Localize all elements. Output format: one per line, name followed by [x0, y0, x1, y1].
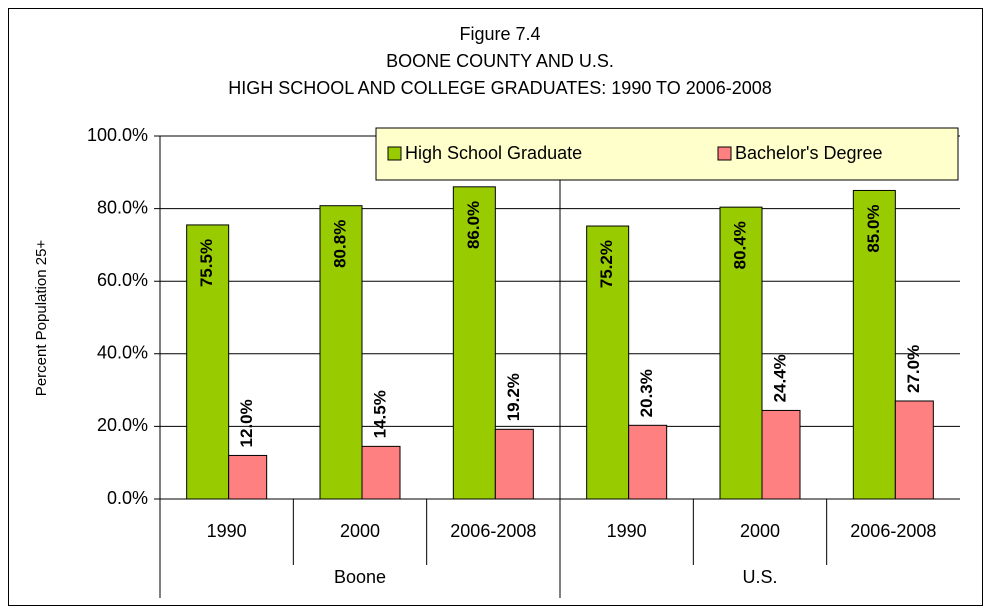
y-axis-label: Percent Population 25+	[33, 240, 50, 397]
data-label: 20.3%	[637, 369, 656, 417]
legend-swatch	[717, 146, 732, 161]
x-tick-label: 2006-2008	[450, 521, 536, 541]
bar	[719, 206, 763, 500]
bar	[894, 400, 934, 500]
data-label: 75.2%	[597, 240, 616, 288]
bar	[452, 186, 496, 500]
data-label: 24.4%	[770, 354, 789, 402]
x-tick-label: 2006-2008	[850, 521, 936, 541]
data-label: 80.4%	[730, 221, 749, 269]
x-tick-label: 1990	[207, 521, 247, 541]
legend-box	[375, 127, 959, 181]
chart-title: Figure 7.4	[459, 24, 540, 44]
group-label: U.S.	[742, 567, 777, 587]
data-label: 14.5%	[370, 390, 389, 438]
bar	[228, 454, 268, 500]
chart-title: BOONE COUNTY AND U.S.	[386, 51, 614, 71]
data-label: 85.0%	[864, 204, 883, 252]
bar	[319, 205, 363, 500]
legend-label: High School Graduate	[405, 143, 582, 163]
data-label: 12.0%	[237, 399, 256, 447]
y-tick-label: 20.0%	[97, 415, 148, 435]
data-label: 80.8%	[330, 220, 349, 268]
x-tick-label: 2000	[740, 521, 780, 541]
data-label: 86.0%	[464, 201, 483, 249]
bar	[494, 428, 534, 500]
chart-title: HIGH SCHOOL AND COLLEGE GRADUATES: 1990 …	[228, 78, 772, 98]
x-tick-label: 2000	[340, 521, 380, 541]
y-tick-label: 0.0%	[107, 488, 148, 508]
bar	[361, 445, 401, 500]
x-tick-label: 1990	[607, 521, 647, 541]
group-label: Boone	[334, 567, 386, 587]
data-label: 19.2%	[504, 373, 523, 421]
bar	[586, 225, 630, 500]
legend-swatch	[387, 146, 402, 161]
y-tick-label: 60.0%	[97, 270, 148, 290]
y-tick-label: 100.0%	[87, 125, 148, 145]
y-tick-label: 40.0%	[97, 343, 148, 363]
bar	[852, 189, 896, 500]
bar	[761, 409, 801, 500]
data-label: 75.5%	[197, 239, 216, 287]
bar	[628, 424, 668, 500]
data-label: 27.0%	[904, 345, 923, 393]
bar	[186, 224, 230, 500]
legend-label: Bachelor's Degree	[735, 143, 883, 163]
y-tick-label: 80.0%	[97, 197, 148, 217]
